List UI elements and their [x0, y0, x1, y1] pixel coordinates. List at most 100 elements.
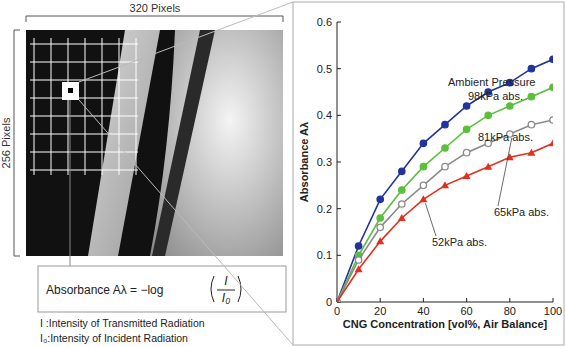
formula-lhs: Absorbance Aλ = −log	[46, 283, 163, 297]
selected-pixel	[62, 82, 79, 100]
chart-panel	[293, 2, 564, 345]
denominator: I₀	[222, 291, 230, 305]
leader-line	[425, 203, 436, 236]
marker	[376, 237, 384, 244]
note: I₀:Intensity of Incident Radiation	[40, 332, 188, 344]
pixel-grid	[30, 98, 138, 99]
marker	[420, 140, 426, 146]
width-label: 320 Pixels	[130, 2, 181, 14]
annotation: Ambient Pressure	[448, 76, 535, 88]
marker	[337, 298, 341, 302]
series-label: 81kPa abs.	[478, 131, 533, 143]
pixel-grid	[51, 38, 52, 175]
camera-frame	[26, 30, 283, 256]
y-tick-label: 0.2	[317, 203, 332, 215]
marker	[441, 181, 449, 188]
height-label: 256 Pixels	[0, 117, 12, 168]
selected-pixel-center	[68, 88, 73, 93]
numerator: I	[224, 274, 228, 288]
marker	[355, 257, 361, 263]
pixel-grid	[30, 170, 138, 171]
y-tick-label: 0.1	[317, 249, 332, 261]
x-tick-label: 0	[334, 305, 340, 317]
paren	[238, 276, 241, 302]
marker	[377, 215, 383, 221]
marker	[550, 56, 553, 62]
pixel-grid	[30, 152, 138, 153]
marker	[528, 65, 534, 71]
pixel-grid	[30, 44, 138, 45]
marker	[528, 121, 534, 127]
marker	[420, 182, 426, 188]
pixel-grid	[30, 62, 138, 63]
x-tick	[466, 298, 467, 302]
y-tick-label: 0	[326, 296, 332, 308]
marker	[399, 187, 405, 193]
marker	[419, 195, 427, 202]
formula-box	[38, 266, 286, 312]
marker	[399, 168, 405, 174]
marker	[420, 163, 426, 169]
marker	[549, 139, 553, 146]
marker	[398, 214, 406, 221]
x-tick-label: 100	[544, 305, 562, 317]
x-tick	[423, 298, 424, 302]
marker	[355, 243, 361, 249]
x-tick	[553, 298, 554, 302]
plot-area	[337, 56, 553, 302]
marker	[442, 163, 448, 169]
figure: 320 Pixels 256 Pixels Absorbance Aλ = −log…	[0, 0, 566, 347]
y-tick	[337, 115, 341, 116]
y-tick	[337, 255, 341, 256]
series-line	[337, 87, 553, 302]
marker	[527, 149, 535, 156]
marker	[550, 84, 553, 90]
x-tick-label: 80	[504, 305, 516, 317]
x-tick-label: 40	[417, 305, 429, 317]
y-tick	[337, 68, 341, 69]
x-tick	[380, 298, 381, 302]
x-axis-label: CNG Concentration [vol%, Air Balance]	[343, 318, 548, 330]
connector	[70, 100, 71, 266]
series-line	[337, 143, 553, 302]
dark-band	[152, 30, 215, 256]
series-label: 52kPa abs.	[432, 236, 487, 248]
note: I :Intensity of Transmitted Radiation	[40, 317, 205, 329]
marker	[463, 149, 469, 155]
marker	[463, 126, 469, 132]
marker	[442, 121, 448, 127]
marker	[463, 172, 471, 179]
x-tick-label: 20	[374, 305, 386, 317]
y-tick	[337, 22, 341, 23]
leader-line	[498, 138, 512, 206]
marker	[550, 117, 553, 123]
x-tick-label: 60	[460, 305, 472, 317]
y-axis-label: Absorbance Aλ	[298, 122, 310, 202]
marker	[399, 201, 405, 207]
pixel-grid	[102, 38, 103, 175]
series-label: 65kPa abs.	[494, 206, 549, 218]
x-tick	[509, 298, 510, 302]
marker	[463, 103, 469, 109]
y-tick	[337, 208, 341, 209]
marker	[528, 93, 534, 99]
y-tick-label: 0.4	[317, 109, 332, 121]
zoom-line	[79, 2, 293, 345]
y-tick	[337, 162, 341, 163]
y-tick-label: 0.5	[317, 63, 332, 75]
marker	[442, 145, 448, 151]
pixel-grid	[68, 38, 69, 175]
marker	[485, 112, 491, 118]
y-tick-label: 0.3	[317, 156, 332, 168]
series-label: 98kPa abs.	[468, 90, 523, 102]
bright-region	[150, 30, 283, 256]
series-line	[337, 120, 553, 302]
marker	[484, 163, 492, 170]
pixel-grid	[34, 38, 35, 175]
window-edge	[88, 30, 160, 256]
x-axis	[337, 302, 553, 303]
marker	[355, 265, 363, 272]
pixel-grid	[119, 38, 120, 175]
marker	[506, 153, 514, 160]
pixel-grid	[136, 38, 137, 175]
